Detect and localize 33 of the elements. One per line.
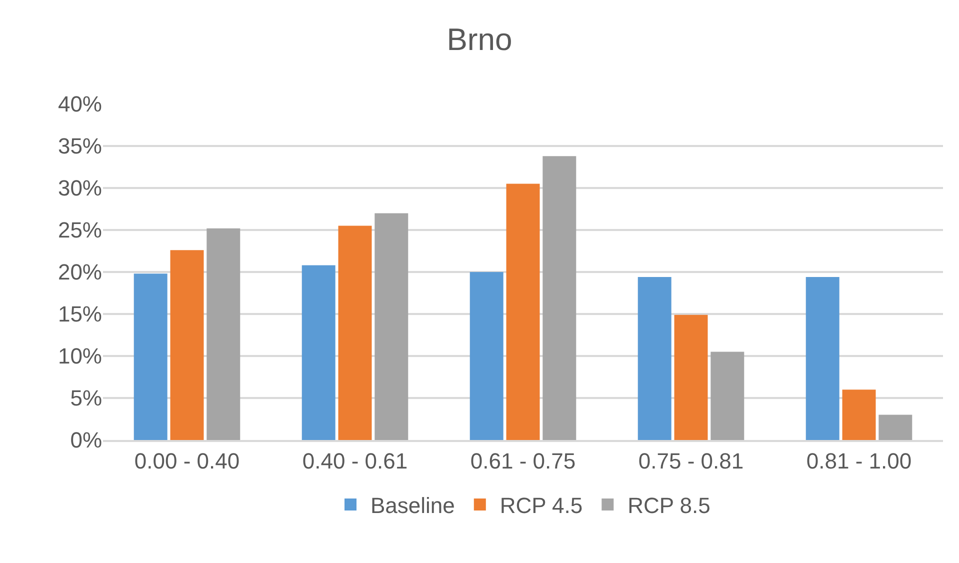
bar: [170, 250, 204, 440]
legend-label: RCP 4.5: [500, 493, 583, 518]
bar: [338, 226, 372, 440]
x-tick-label: 0.75 - 0.81: [638, 448, 744, 474]
bar: [674, 314, 708, 440]
x-tick-label: 0.00 - 0.40: [134, 448, 240, 474]
x-tick-label: 0.40 - 0.61: [302, 448, 408, 474]
bar: [878, 414, 912, 440]
bar: [374, 213, 408, 440]
bar: [842, 390, 876, 440]
y-tick-label: 25%: [58, 218, 102, 243]
x-tick-label: 0.81 - 1.00: [806, 448, 912, 474]
bar: [710, 352, 744, 440]
bar: [638, 277, 672, 440]
y-tick-label: 15%: [58, 302, 102, 327]
y-tick-label: 10%: [58, 344, 102, 369]
y-tick-label: 5%: [70, 386, 102, 411]
legend-label: RCP 8.5: [628, 493, 710, 518]
bar: [470, 272, 504, 440]
bar: [302, 265, 336, 440]
bar: [506, 184, 540, 440]
y-tick-label: 30%: [58, 176, 102, 201]
x-tick-label: 0.61 - 0.75: [470, 448, 576, 474]
bar: [806, 277, 840, 440]
y-tick-label: 35%: [58, 134, 102, 159]
bar: [134, 274, 168, 440]
y-tick-label: 20%: [58, 260, 102, 285]
y-tick-label: 40%: [58, 92, 102, 117]
y-tick-label: 0%: [70, 428, 102, 453]
chart-title: Brno: [446, 22, 512, 57]
legend-label: Baseline: [370, 493, 455, 518]
bar: [542, 156, 576, 440]
bar: [206, 228, 240, 440]
